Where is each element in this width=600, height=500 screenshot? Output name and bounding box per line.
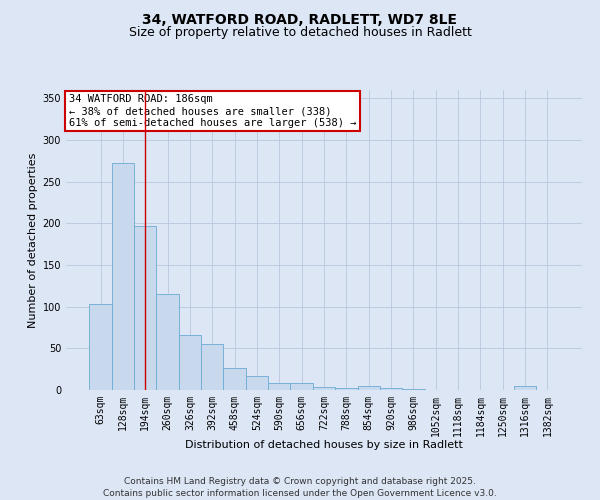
Bar (201, 344, 223, 390)
Text: Size of property relative to detached houses in Radlett: Size of property relative to detached ho… (128, 26, 472, 39)
Text: Contains HM Land Registry data © Crown copyright and database right 2025.
Contai: Contains HM Land Registry data © Crown c… (103, 476, 497, 498)
Y-axis label: Number of detached properties: Number of detached properties (28, 152, 38, 328)
Text: 34 WATFORD ROAD: 186sqm
← 38% of detached houses are smaller (338)
61% of semi-d: 34 WATFORD ROAD: 186sqm ← 38% of detache… (68, 94, 356, 128)
Bar (179, 335, 201, 390)
Bar (290, 384, 313, 390)
X-axis label: Distribution of detached houses by size in Radlett: Distribution of detached houses by size … (185, 440, 463, 450)
Bar (380, 388, 402, 390)
Bar (223, 368, 246, 390)
Bar (268, 382, 290, 390)
Bar (402, 389, 425, 390)
Bar (313, 386, 335, 390)
Bar (89, 304, 112, 390)
Bar (157, 294, 179, 390)
Text: 34, WATFORD ROAD, RADLETT, WD7 8LE: 34, WATFORD ROAD, RADLETT, WD7 8LE (143, 12, 458, 26)
Bar (246, 376, 268, 390)
Bar (358, 386, 380, 390)
Bar (134, 226, 157, 390)
Bar (514, 386, 536, 390)
Bar (112, 164, 134, 390)
Bar (335, 388, 358, 390)
